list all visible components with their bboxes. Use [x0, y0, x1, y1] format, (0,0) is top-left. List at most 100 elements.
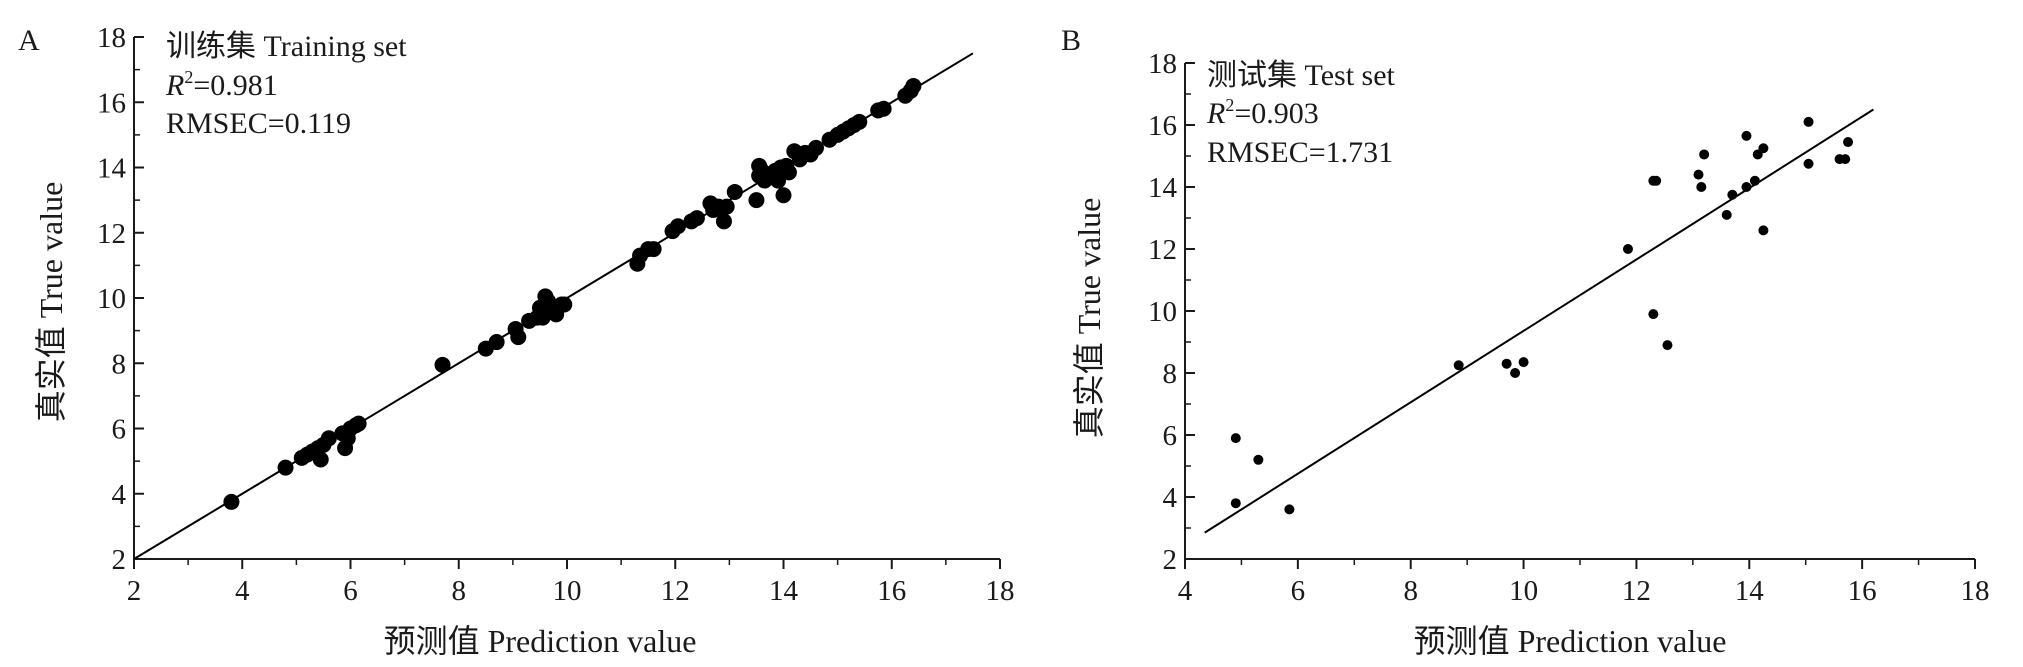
y-tick-label: 8: [1163, 358, 1178, 390]
data-point: [1230, 498, 1241, 509]
x-axis-title: 预测值 Prediction value: [1414, 623, 1727, 659]
data-point: [488, 334, 505, 351]
data-point: [1501, 358, 1512, 369]
data-point: [1741, 130, 1752, 141]
x-tick-label: 4: [1178, 575, 1193, 607]
data-point: [1741, 182, 1752, 192]
data-point: [223, 493, 240, 510]
y-tick-label: 4: [112, 479, 127, 511]
x-tick-label: 8: [452, 575, 467, 607]
data-point: [748, 192, 765, 209]
x-tick-label: 14: [1735, 575, 1765, 607]
x-tick-label: 18: [986, 575, 1015, 607]
data-point: [775, 187, 792, 204]
y-tick-label: 14: [1148, 172, 1178, 204]
r2-superscript: 2: [184, 67, 193, 87]
data-point: [780, 164, 797, 181]
data-point: [350, 415, 367, 432]
y-tick-label: 16: [97, 87, 126, 119]
y-tick-label: 16: [1148, 110, 1177, 142]
x-tick-label: 2: [127, 575, 142, 607]
x-tick-label: 6: [343, 575, 358, 607]
data-point: [510, 329, 527, 346]
r2-superscript: 2: [1225, 95, 1234, 115]
x-tick-label: 6: [1291, 575, 1306, 607]
data-point: [1453, 360, 1464, 371]
data-point: [669, 218, 686, 235]
r2-annotation: R2=0.903: [1206, 95, 1319, 130]
x-tick-label: 8: [1403, 575, 1418, 607]
r2-annotation: R2=0.981: [165, 67, 278, 102]
x-tick-label: 14: [769, 575, 799, 607]
data-point: [1803, 158, 1814, 169]
panel-label: A: [18, 24, 40, 57]
y-ticks: 2 4 6 8 10 12 14 16 18: [1148, 48, 1195, 576]
data-point: [1840, 154, 1851, 165]
data-point: [1758, 225, 1769, 236]
data-point: [277, 459, 294, 476]
r2-value: =0.903: [1234, 97, 1318, 130]
y-tick-label: 18: [1148, 48, 1177, 80]
y-tick-label: 2: [112, 544, 127, 576]
data-point: [1699, 149, 1710, 160]
data-point: [905, 77, 922, 94]
x-tick-label: 12: [661, 575, 690, 607]
data-point: [1662, 340, 1673, 351]
data-point: [715, 213, 732, 230]
y-axis-title: 真实值 True value: [1071, 198, 1107, 439]
y-ticks: 2 4 6 8 10 12 14 16 18: [97, 22, 144, 576]
chart-title: 测试集 Test set: [1207, 59, 1396, 92]
r2-value: =0.981: [193, 69, 277, 102]
rmse-annotation: RMSEC=1.731: [1207, 136, 1393, 169]
data-point: [1518, 357, 1529, 368]
y-tick-label: 10: [1148, 296, 1177, 328]
data-point: [1622, 244, 1633, 254]
y-tick-label: 14: [97, 153, 127, 185]
data-point: [851, 113, 868, 130]
data-point: [1803, 116, 1814, 127]
y-tick-label: 6: [112, 414, 127, 446]
data-point: [1749, 175, 1760, 186]
data-point: [434, 356, 451, 373]
data-point: [1843, 137, 1854, 148]
data-point: [1230, 433, 1241, 444]
data-points: [1230, 116, 1854, 515]
panel-label: B: [1061, 24, 1081, 57]
x-tick-label: 18: [1961, 575, 1990, 607]
data-point: [1253, 454, 1264, 465]
data-point: [320, 430, 337, 447]
y-axis-title: 真实值 True value: [33, 182, 69, 423]
data-point: [1696, 182, 1707, 192]
panel-a: A 2 4 6 8 10 12 14 16 18 2 4 6 8 10 12 14 16 18 训练集 Trai…: [18, 22, 1015, 659]
panel-b: B 4 6 8 10 12 14 16 18 2 4 6 8 10 12 14 16 18 测试集 Test …: [1061, 24, 1990, 659]
data-point: [875, 100, 892, 117]
data-point: [1510, 368, 1521, 378]
chart-title: 训练集 Training set: [166, 30, 407, 63]
rmse-annotation: RMSEC=0.119: [166, 107, 351, 140]
r2-symbol: R: [1206, 97, 1225, 130]
x-ticks: 2 4 6 8 10 12 14 16 18: [127, 559, 1015, 607]
data-point: [1727, 189, 1738, 200]
y-tick-label: 8: [112, 348, 127, 380]
y-tick-label: 2: [1163, 544, 1178, 576]
data-point: [1758, 143, 1769, 154]
r2-symbol: R: [165, 69, 184, 102]
data-point: [556, 296, 573, 313]
x-tick-label: 10: [1509, 575, 1538, 607]
data-point: [718, 198, 735, 215]
y-tick-label: 12: [97, 218, 126, 250]
data-point: [688, 210, 705, 227]
x-tick-label: 16: [877, 575, 906, 607]
data-point: [1284, 504, 1295, 515]
x-axis-title: 预测值 Prediction value: [384, 623, 697, 659]
data-point: [312, 451, 329, 468]
y-tick-label: 12: [1148, 234, 1177, 266]
fit-line: [1204, 108, 1874, 534]
data-point: [645, 241, 662, 258]
x-ticks: 4 6 8 10 12 14 16 18: [1178, 559, 1990, 607]
y-tick-label: 4: [1163, 482, 1178, 514]
data-points: [223, 77, 922, 510]
y-tick-label: 6: [1163, 420, 1178, 452]
data-point: [1651, 175, 1662, 186]
x-tick-label: 10: [553, 575, 582, 607]
